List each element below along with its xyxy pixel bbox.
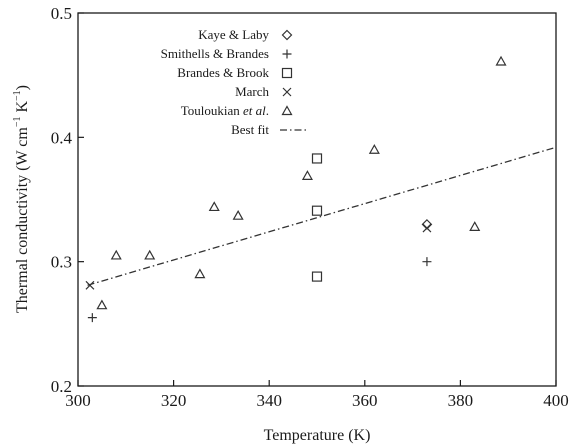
x-tick-label-400: 400	[543, 391, 569, 410]
point-march-2	[422, 223, 432, 233]
point-touloukian-et-al-10	[495, 55, 507, 66]
y-tick-label-0.3: 0.3	[51, 253, 72, 272]
y-tick-label-0.2: 0.2	[51, 377, 72, 396]
x-axis-title: Temperature (K)	[264, 427, 371, 444]
point-brandes-brook-2	[311, 205, 323, 216]
y-axis-title: Thermal conductivity (W cm−1 K−1)	[12, 85, 31, 313]
legend-label-smithells-brandes: Smithells & Brandes	[161, 46, 269, 61]
legend: Kaye & Laby Smithells & Brandes Brandes …	[161, 27, 307, 137]
legend-marker-brandes-brook	[281, 67, 293, 79]
x-tick-label-300: 300	[65, 391, 91, 410]
x-tick-label-380: 380	[448, 391, 474, 410]
point-touloukian-et-al-2	[110, 249, 122, 260]
point-touloukian-et-al-3	[144, 249, 156, 260]
point-touloukian-et-al-9	[469, 221, 481, 231]
plot-frame	[77, 12, 557, 387]
point-smithells-brandes-2	[422, 257, 432, 267]
y-axis: 0.2 0.3 0.4 0.5	[51, 4, 84, 396]
point-march-1	[85, 280, 95, 290]
legend-label-touloukian: Touloukian et al.	[181, 103, 269, 118]
point-touloukian-et-al-5	[208, 201, 220, 212]
point-touloukian-et-al-7	[301, 170, 313, 180]
point-touloukian-et-al-8	[368, 144, 380, 154]
data-markers	[85, 55, 507, 323]
legend-marker-touloukian-et-al	[281, 105, 293, 116]
point-touloukian-et-al-6	[232, 209, 244, 220]
point-brandes-brook-3	[311, 271, 323, 282]
legend-label-brandes-brook: Brandes & Brook	[177, 65, 269, 80]
x-tick-label-340: 340	[256, 391, 282, 410]
x-tick-label-360: 360	[352, 391, 378, 410]
legend-marker-smithells-brandes	[282, 49, 292, 59]
y-tick-label-0.4: 0.4	[51, 128, 73, 147]
legend-label-kaye-laby: Kaye & Laby	[198, 27, 269, 42]
x-axis: 300 320 340 360 380 400	[65, 380, 569, 410]
legend-marker-kaye-laby	[281, 29, 293, 41]
point-brandes-brook-1	[311, 153, 323, 164]
legend-label-march: March	[235, 84, 269, 99]
x-tick-label-320: 320	[161, 391, 187, 410]
y-tick-label-0.5: 0.5	[51, 4, 72, 23]
point-touloukian-et-al-4	[194, 268, 206, 279]
point-smithells-brandes-1	[87, 313, 97, 323]
legend-label-best-fit: Best fit	[231, 122, 269, 137]
legend-marker-march	[282, 87, 292, 97]
point-touloukian-et-al-1	[96, 299, 108, 310]
best-fit-line	[87, 146, 557, 286]
